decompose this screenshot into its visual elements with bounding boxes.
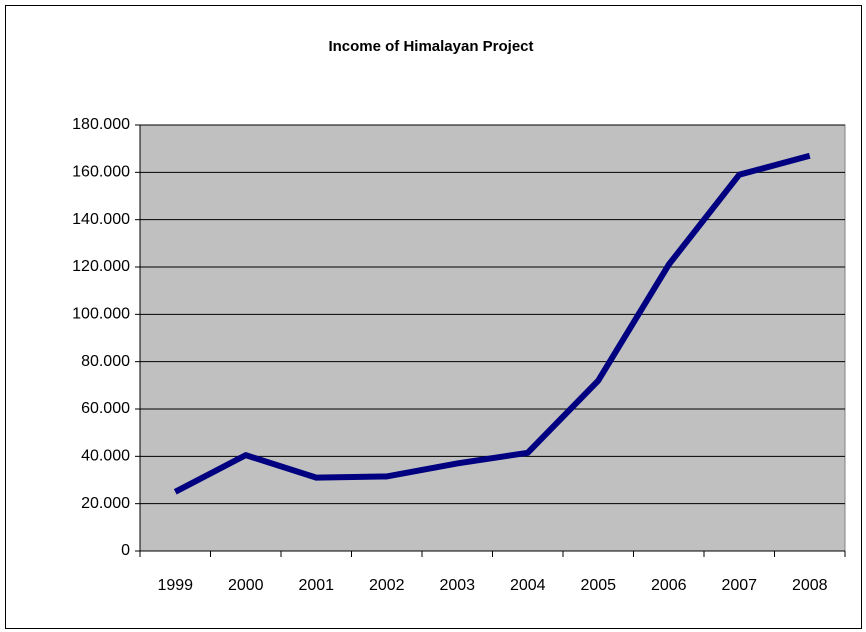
x-tick-label: 2005 <box>580 577 616 594</box>
y-tick-label: 80.000 <box>81 353 130 370</box>
y-tick-label: 140.000 <box>72 211 130 228</box>
x-tick-label: 2008 <box>792 577 828 594</box>
y-tick-label: 160.000 <box>72 164 130 181</box>
x-tick-label: 1999 <box>157 577 193 594</box>
y-tick-label: 100.000 <box>72 306 130 323</box>
x-tick-label: 2001 <box>298 577 334 594</box>
y-tick-label: 20.000 <box>81 495 130 512</box>
plot-area <box>139 124 846 552</box>
chart-title: Income of Himalayan Project <box>328 38 533 55</box>
x-tick-label: 2006 <box>651 577 687 594</box>
x-tick-label: 2003 <box>439 577 475 594</box>
y-tick-label: 40.000 <box>81 448 130 465</box>
x-tick-label: 2000 <box>228 577 264 594</box>
x-tick-label: 2007 <box>721 577 757 594</box>
y-tick-label: 180.000 <box>72 116 130 133</box>
y-tick-label: 0 <box>121 542 130 559</box>
line-series <box>173 152 811 495</box>
x-tick-label: 2004 <box>510 577 546 594</box>
y-tick-label: 120.000 <box>72 258 130 275</box>
x-tick-label: 2002 <box>369 577 405 594</box>
y-tick-label: 60.000 <box>81 400 130 417</box>
